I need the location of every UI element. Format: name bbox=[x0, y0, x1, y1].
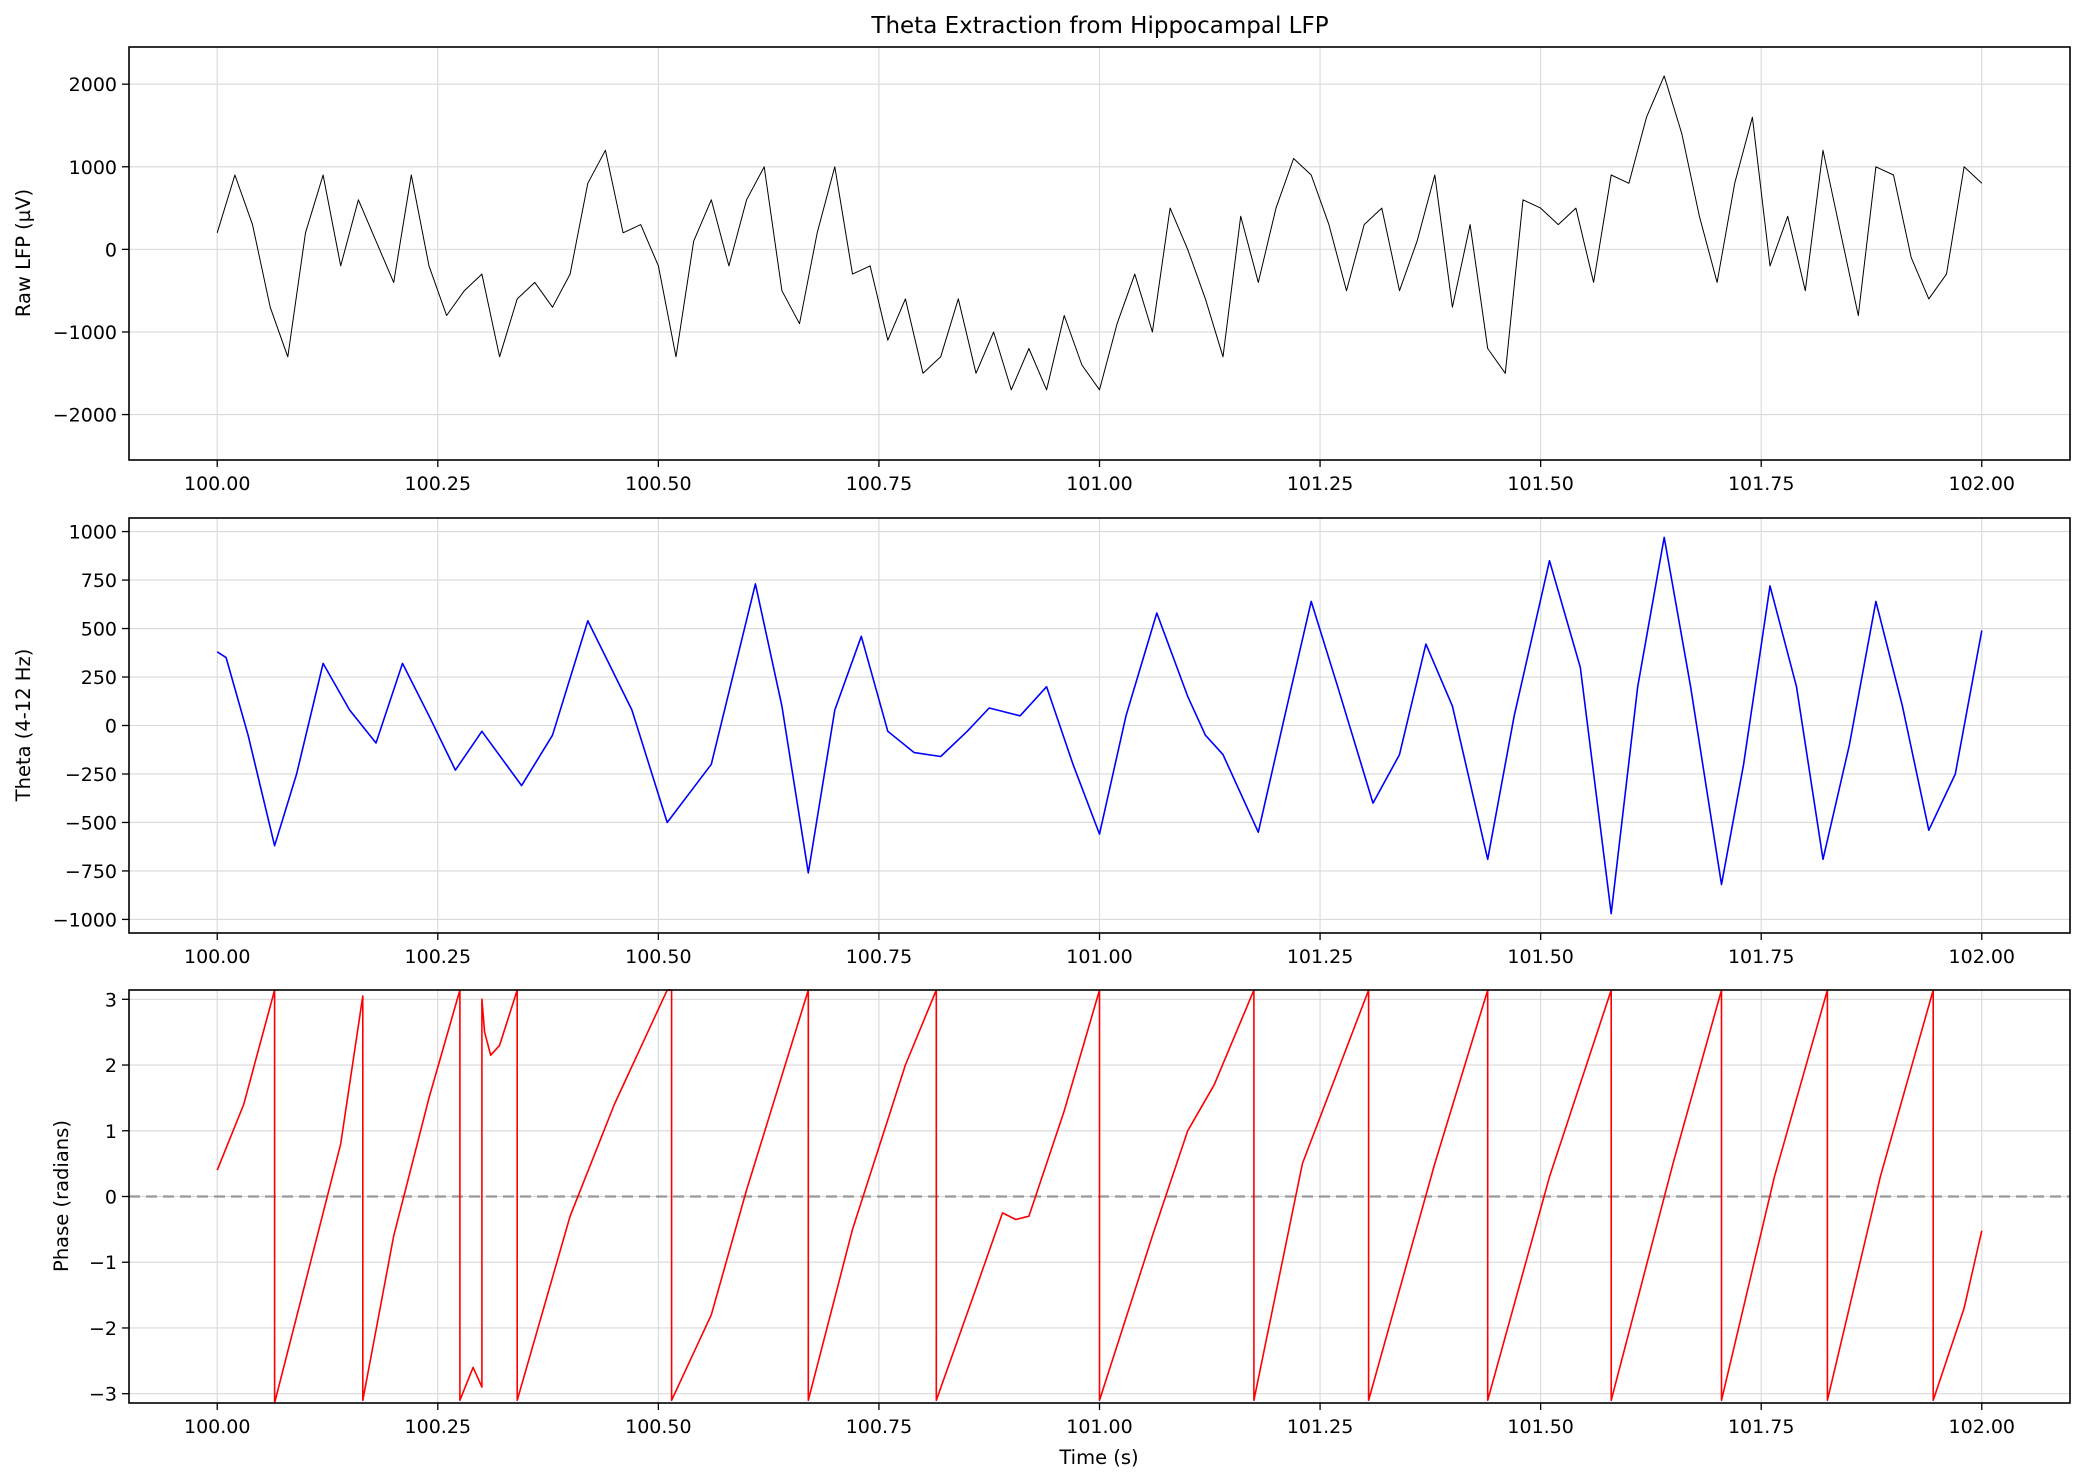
theta-y-tick-label: 0 bbox=[105, 716, 117, 738]
phase-x-tick-label: 101.00 bbox=[1066, 1416, 1132, 1438]
raw-lfp-ticks: 100.00 100.25 100.50 100.75 101.00 101.25 101.… bbox=[53, 74, 2015, 495]
phase-series bbox=[129, 989, 2070, 1404]
theta-x-tick-label: 101.25 bbox=[1287, 946, 1353, 968]
raw-lfp-x-tick-label: 100.00 bbox=[184, 473, 250, 495]
theta-gridlines bbox=[129, 518, 2070, 933]
phase-series-line bbox=[216, 989, 1983, 1404]
raw-lfp-series-line bbox=[216, 75, 1983, 391]
theta-x-tick-label: 100.25 bbox=[405, 946, 471, 968]
theta-y-tick-label: 250 bbox=[81, 667, 117, 689]
phase-x-tick-label: 101.50 bbox=[1507, 1416, 1573, 1438]
raw-lfp-y-tick-label: −2000 bbox=[53, 405, 117, 427]
phase-x-tick-label: 101.75 bbox=[1728, 1416, 1794, 1438]
theta-x-tick-label: 101.50 bbox=[1507, 946, 1573, 968]
raw-lfp-x-tick-label: 101.00 bbox=[1066, 473, 1132, 495]
raw-lfp-y-axis-label: Raw LFP (µV) bbox=[12, 189, 35, 317]
theta-y-tick-label: −500 bbox=[65, 812, 117, 834]
phase-x-tick-label: 100.25 bbox=[405, 1416, 471, 1438]
theta-x-tick-label: 101.75 bbox=[1728, 946, 1794, 968]
phase-y-tick-label: 3 bbox=[105, 989, 117, 1011]
theta-y-axis-label: Theta (4-12 Hz) bbox=[12, 649, 35, 803]
theta-y-tick-label: −250 bbox=[65, 764, 117, 786]
theta-y-tick-label: 500 bbox=[81, 619, 117, 641]
theta-y-tick-label: 1000 bbox=[69, 522, 117, 544]
phase-x-tick-label: 100.00 bbox=[184, 1416, 250, 1438]
phase-ticks: 100.00 100.25 100.50 100.75 101.00 101.25 101.… bbox=[89, 989, 2015, 1438]
phase-y-tick-label: −1 bbox=[89, 1252, 117, 1274]
raw-lfp-x-tick-label: 100.25 bbox=[405, 473, 471, 495]
raw-lfp-y-tick-label: 2000 bbox=[69, 74, 117, 96]
phase-x-tick-label: 102.00 bbox=[1949, 1416, 2015, 1438]
phase-y-tick-label: 2 bbox=[105, 1055, 117, 1077]
theta-y-tick-label: −1000 bbox=[53, 909, 117, 931]
raw-lfp-gridlines bbox=[129, 47, 2070, 460]
theta-y-tick-label: −750 bbox=[65, 861, 117, 883]
phase-y-tick-label: 1 bbox=[105, 1121, 117, 1143]
phase-y-tick-label: −3 bbox=[89, 1384, 117, 1406]
phase-x-tick-label: 100.75 bbox=[846, 1416, 912, 1438]
phase-x-tick-label: 101.25 bbox=[1287, 1416, 1353, 1438]
phase-y-tick-label: 0 bbox=[105, 1187, 117, 1209]
raw-lfp-x-tick-label: 101.50 bbox=[1507, 473, 1573, 495]
phase-y-axis-label: Phase (radians) bbox=[50, 1120, 73, 1272]
theta-x-tick-label: 100.50 bbox=[625, 946, 691, 968]
panel-theta: 100.00 100.25 100.50 100.75 101.00 101.25 101.… bbox=[12, 517, 2071, 968]
theta-series-line bbox=[216, 536, 1983, 915]
raw-lfp-x-tick-label: 100.75 bbox=[846, 473, 912, 495]
theta-x-tick-label: 101.00 bbox=[1066, 946, 1132, 968]
theta-ticks: 100.00 100.25 100.50 100.75 101.00 101.25 101.… bbox=[53, 522, 2015, 968]
theta-x-tick-label: 100.75 bbox=[846, 946, 912, 968]
figure-title: Theta Extraction from Hippocampal LFP bbox=[870, 13, 1328, 39]
raw-lfp-y-tick-label: −1000 bbox=[53, 322, 117, 344]
phase-y-tick-label: −2 bbox=[89, 1318, 117, 1340]
panel-raw-lfp: 100.00 100.25 100.50 100.75 101.00 101.25 101.… bbox=[12, 46, 2071, 495]
raw-lfp-series bbox=[216, 75, 1983, 391]
theta-x-tick-label: 102.00 bbox=[1949, 946, 2015, 968]
raw-lfp-y-tick-label: 1000 bbox=[69, 157, 117, 179]
panel-phase: 100.00 100.25 100.50 100.75 101.00 101.25 101.… bbox=[50, 989, 2071, 1469]
raw-lfp-y-tick-label: 0 bbox=[105, 239, 117, 261]
theta-x-tick-label: 100.00 bbox=[184, 946, 250, 968]
raw-lfp-x-tick-label: 101.25 bbox=[1287, 473, 1353, 495]
phase-x-tick-label: 100.50 bbox=[625, 1416, 691, 1438]
theta-series bbox=[216, 536, 1983, 915]
theta-y-tick-label: 750 bbox=[81, 570, 117, 592]
phase-x-axis-label: Time (s) bbox=[1058, 1446, 1138, 1469]
raw-lfp-x-tick-label: 101.75 bbox=[1728, 473, 1794, 495]
raw-lfp-x-tick-label: 102.00 bbox=[1949, 473, 2015, 495]
raw-lfp-x-tick-label: 100.50 bbox=[625, 473, 691, 495]
